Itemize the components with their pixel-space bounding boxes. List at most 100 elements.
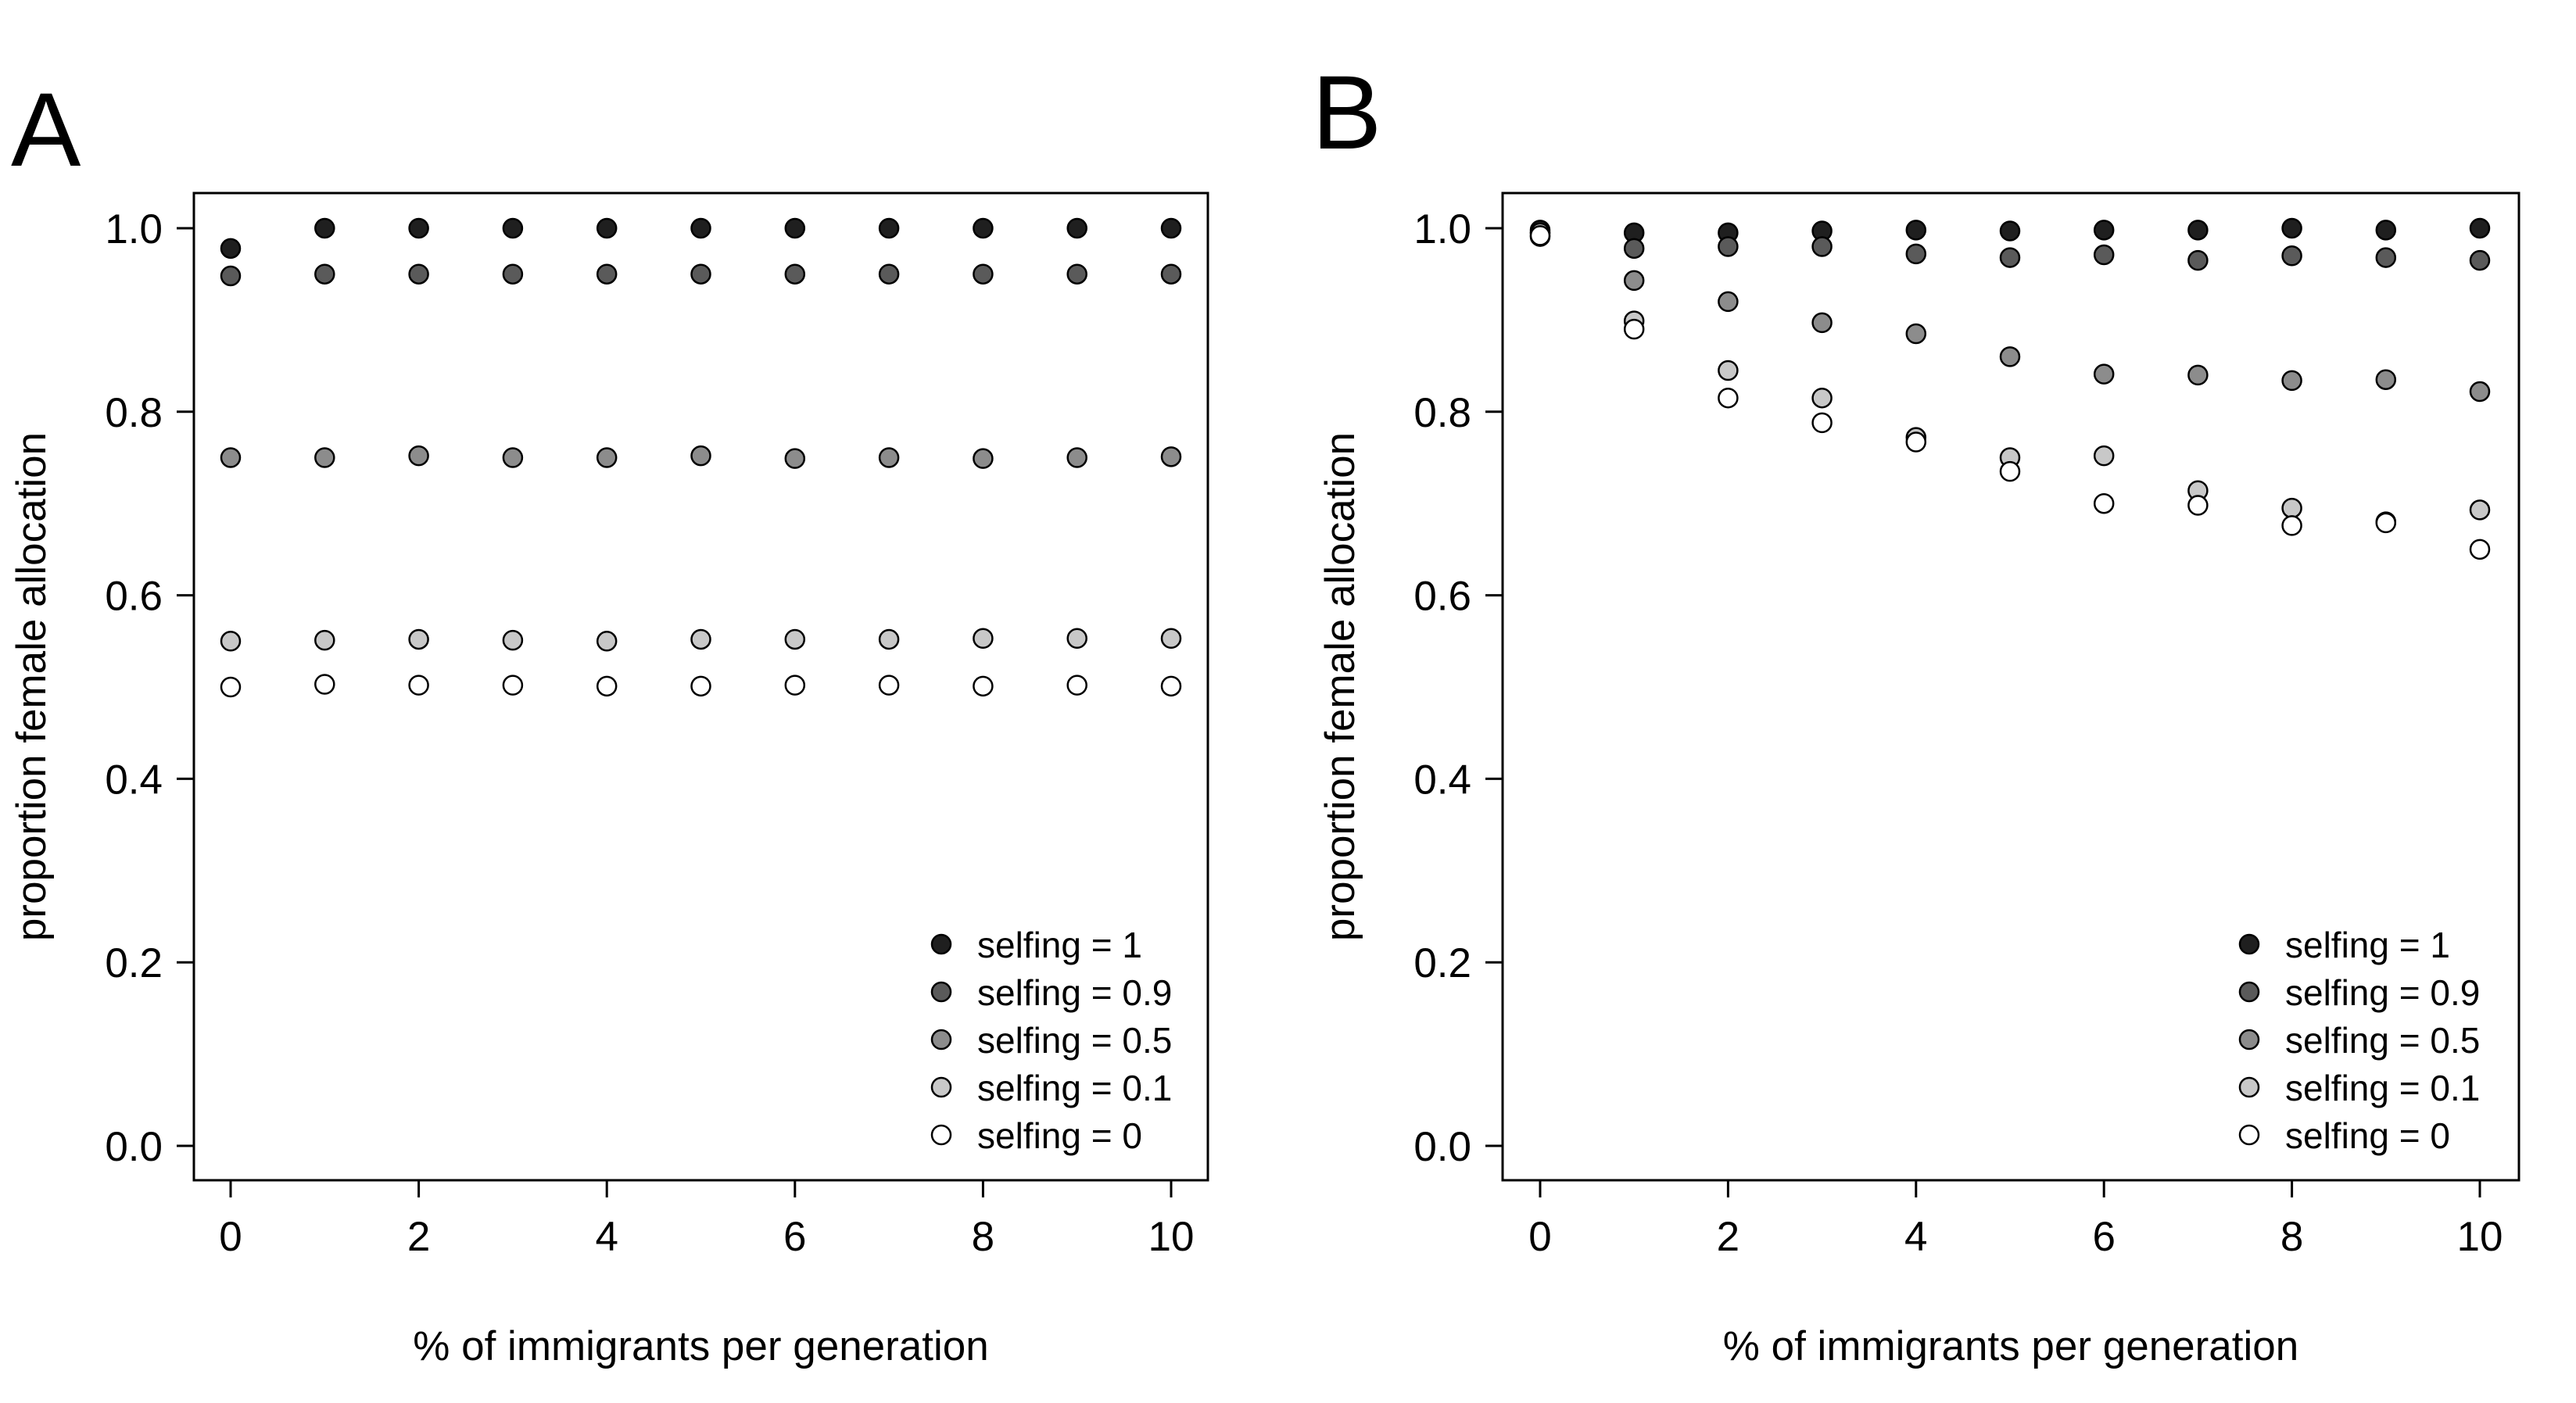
data-point [1066,217,1087,239]
data-point [220,238,242,259]
data-point [2469,539,2491,560]
x-tick-label: 8 [2280,1214,2303,1260]
data-point [1718,291,1739,313]
data-point [878,447,900,468]
legend-label: selfing = 0.1 [977,1068,1172,1108]
x-tick-label: 2 [407,1214,430,1260]
data-point [2281,515,2302,536]
y-axis: 0.0 0.2 0.4 0.6 0.8 1.0 [105,206,195,1170]
data-point [1160,263,1182,285]
data-point [2281,497,2302,519]
data-point [878,263,900,285]
data-point [1905,323,1927,345]
data-point [1811,387,1833,409]
data-point [502,675,524,696]
data-point [596,447,618,468]
data-point [1905,431,1927,453]
x-tick-label: 6 [2092,1214,2115,1260]
data-point [1999,247,2021,268]
x-tick-label: 10 [1148,1214,1195,1260]
legend-marker [2238,1029,2260,1050]
y-axis-title: proportion female allocation [9,432,55,941]
data-point [1811,412,1833,434]
legend: selfing = 1 selfing = 0.9 selfing = 0.5 sel… [2238,925,2480,1156]
data-point [1999,346,2021,367]
x-tick-label: 4 [595,1214,618,1260]
data-point [1066,628,1087,650]
data-point [784,628,806,650]
data-point [1066,447,1087,468]
data-point [408,217,429,239]
data-point [1160,675,1182,697]
data-point [2093,363,2115,385]
data-point [502,629,524,651]
x-tick-label: 8 [972,1214,994,1260]
data-point [220,631,242,652]
data-point [2375,220,2397,241]
data-point [973,628,994,650]
legend-marker [2238,981,2260,1003]
legend-marker [930,981,952,1003]
data-point [690,217,711,239]
data-point [2375,369,2397,390]
x-tick-label: 0 [219,1214,242,1260]
data-point [502,217,524,239]
data-point [2375,512,2397,534]
data-point [784,448,806,469]
x-axis-title: % of immigrants per generation [1723,1323,2298,1369]
data-point [784,263,806,285]
data-point [690,675,711,697]
series-1 [220,263,1182,287]
legend-label: selfing = 1 [977,925,1142,965]
data-point [408,628,429,650]
data-point [1999,220,2021,242]
data-point [408,263,429,285]
data-point [973,263,994,285]
legend-label: selfing = 0 [977,1115,1142,1156]
data-point [2093,244,2115,266]
data-point [690,445,711,467]
data-point [2281,217,2302,239]
data-point [1811,236,1833,257]
data-point [878,217,900,239]
y-axis: 0.0 0.2 0.4 0.6 0.8 1.0 [1413,206,1504,1170]
data-point [690,263,711,285]
data-point [690,628,711,650]
data-point [314,263,335,285]
series-3 [220,628,1182,652]
data-point [2281,245,2302,267]
data-point [1623,318,1645,340]
series-2 [220,445,1182,469]
data-point [1160,217,1182,239]
y-tick-label: 0.6 [1413,574,1471,620]
data-point [1066,263,1087,285]
data-point [1623,238,1645,259]
y-tick-label: 1.0 [1413,206,1471,252]
data-points [1529,217,2491,560]
series-4 [220,674,1182,698]
data-point [2469,381,2491,403]
data-point [502,263,524,285]
data-point [973,448,994,469]
panel-B: B 0 2 4 6 8 10 0.0 0.2 0.4 0.6 0.8 1.0 % of immigrant… [1312,55,2520,1369]
data-point [1718,360,1739,381]
data-point [2469,217,2491,239]
legend-marker [2238,1076,2260,1098]
data-point [973,217,994,239]
data-point [2093,220,2115,241]
data-point [596,675,618,697]
data-point [1905,220,1927,241]
series-4 [1529,225,2491,560]
x-tick-label: 4 [1904,1214,1927,1260]
data-point [1066,675,1087,696]
data-point [220,265,242,287]
data-point [973,675,994,697]
legend: selfing = 1 selfing = 0.9 selfing = 0.5 sel… [930,925,1172,1156]
data-point [314,217,335,239]
y-tick-label: 0.6 [105,574,163,620]
y-tick-label: 0.2 [1413,940,1471,986]
data-point [1718,387,1739,409]
data-point [502,447,524,468]
data-points [220,217,1182,698]
